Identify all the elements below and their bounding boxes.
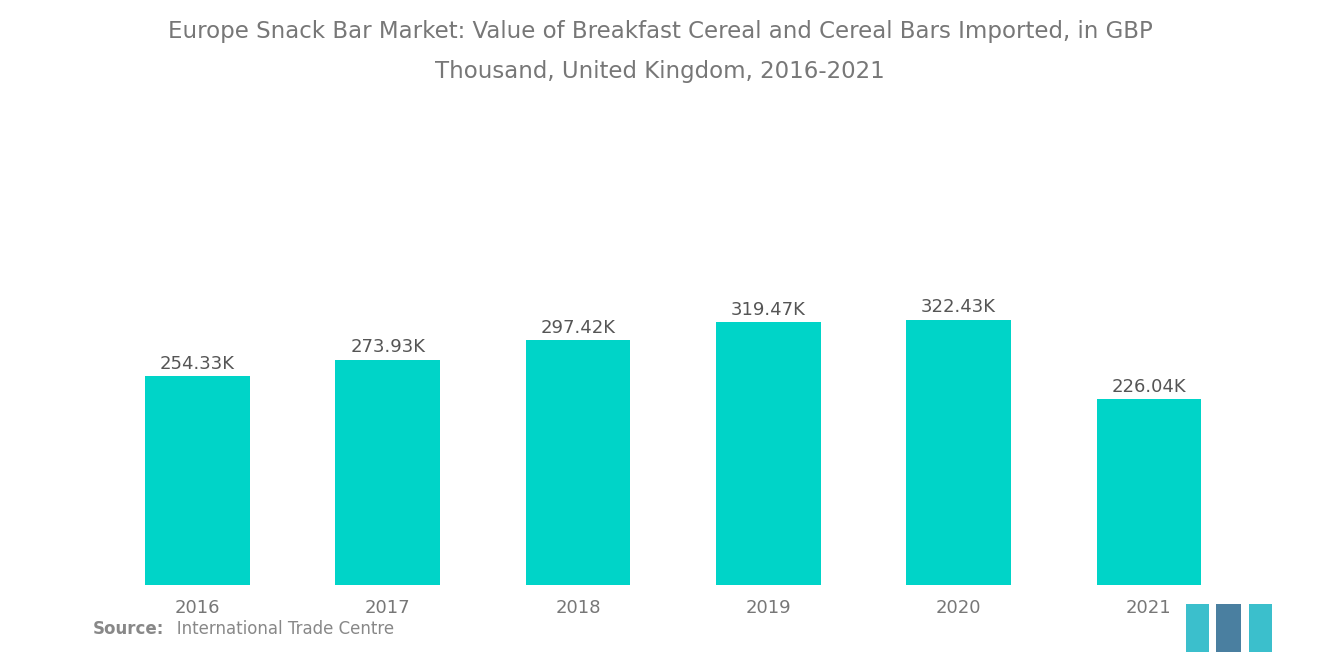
Text: Europe Snack Bar Market: Value of Breakfast Cereal and Cereal Bars Imported, in : Europe Snack Bar Market: Value of Breakf… — [168, 20, 1152, 43]
Bar — [335, 360, 440, 585]
Bar — [907, 320, 1011, 585]
Text: 254.33K: 254.33K — [160, 354, 235, 372]
Text: 322.43K: 322.43K — [921, 299, 997, 317]
Polygon shape — [1187, 604, 1209, 652]
Text: Thousand, United Kingdom, 2016-2021: Thousand, United Kingdom, 2016-2021 — [436, 60, 884, 83]
Bar — [1097, 399, 1201, 585]
Text: 226.04K: 226.04K — [1111, 378, 1187, 396]
Text: 319.47K: 319.47K — [731, 301, 805, 319]
Text: 273.93K: 273.93K — [350, 338, 425, 356]
Bar — [715, 322, 821, 585]
Polygon shape — [1216, 604, 1241, 652]
Bar — [525, 340, 631, 585]
Text: 297.42K: 297.42K — [541, 319, 615, 337]
Text: Source:: Source: — [92, 620, 164, 638]
Text: International Trade Centre: International Trade Centre — [161, 620, 395, 638]
Bar — [145, 376, 249, 585]
Polygon shape — [1249, 604, 1272, 652]
